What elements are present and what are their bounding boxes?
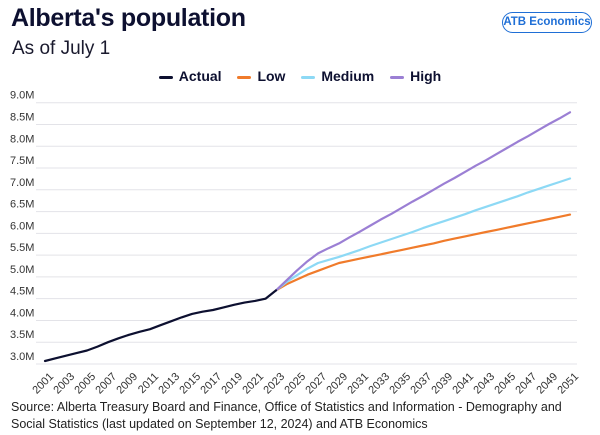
x-tick-label: 2021 (240, 371, 266, 397)
legend-swatch-high (390, 75, 405, 79)
x-tick-label: 2001 (30, 371, 56, 397)
x-tick-label: 2041 (450, 371, 476, 397)
line-chart: 3.0M 3.5M 4.0M 4.5M 5.0M 5.5M 6.0M 6.5M 7.0M 7.5M… (10, 90, 581, 397)
x-tick-label: 2005 (72, 371, 98, 397)
y-tick-label: 8.5M (10, 111, 34, 123)
y-tick-label: 5.5M (10, 242, 34, 254)
source-note: Source: Alberta Treasury Board and Finan… (11, 400, 562, 431)
x-tick-label: 2043 (471, 371, 497, 397)
legend-item-medium[interactable]: Medium (301, 68, 374, 84)
x-tick-label: 2027 (303, 371, 329, 397)
x-tick-label: 2011 (136, 371, 161, 396)
legend-label-actual: Actual (178, 68, 222, 84)
x-tick-label: 2007 (93, 371, 119, 397)
legend-swatch-medium (301, 75, 316, 79)
series-line-low (274, 213, 572, 292)
y-tick-label: 8.0M (10, 133, 34, 145)
legend-swatch-actual (158, 75, 173, 79)
y-tick-label: 4.5M (10, 286, 34, 298)
legend-item-low[interactable]: Low (237, 68, 285, 84)
x-tick-label: 2031 (345, 371, 371, 397)
x-tick-label: 2009 (114, 371, 140, 397)
x-tick-label: 2049 (534, 371, 560, 397)
y-tick-label: 4.0M (10, 307, 34, 319)
x-tick-label: 2003 (51, 371, 77, 397)
y-tick-label: 6.5M (10, 199, 34, 211)
legend-label-low: Low (257, 68, 286, 84)
y-tick-label: 7.5M (10, 155, 34, 167)
x-tick-label: 2023 (261, 371, 287, 397)
x-tick-label: 2037 (408, 371, 434, 397)
series-line-actual (43, 289, 278, 363)
x-tick-label: 2019 (219, 371, 245, 397)
y-tick-label: 3.5M (10, 329, 34, 341)
x-tick-label: 2029 (324, 371, 350, 397)
x-tick-label: 2017 (198, 371, 224, 397)
x-tick-label: 2039 (429, 371, 455, 397)
atb-economics-badge[interactable]: ATB Economics (502, 12, 592, 33)
legend-label-medium: Medium (321, 68, 375, 84)
x-tick-label: 2051 (555, 371, 581, 397)
x-tick-label: 2035 (387, 371, 413, 397)
series-line-high (274, 111, 572, 292)
y-tick-label: 3.0M (10, 351, 34, 363)
legend-item-actual[interactable]: Actual (158, 68, 222, 84)
y-tick-label: 7.0M (10, 177, 34, 189)
x-tick-label: 2015 (177, 371, 203, 397)
y-tick-label: 6.0M (10, 220, 34, 232)
legend: Actual Low Medium High (0, 68, 600, 84)
x-tick-label: 2047 (513, 371, 539, 397)
x-tick-label: 2045 (492, 371, 518, 397)
series-line-medium (274, 177, 572, 292)
legend-label-high: High (410, 68, 442, 84)
x-tick-label: 2033 (366, 371, 392, 397)
chart-subtitle: As of July 1 (12, 38, 111, 59)
x-tick-label: 2013 (156, 371, 182, 397)
y-tick-label: 9.0M (10, 90, 34, 102)
x-tick-label: 2025 (282, 371, 308, 397)
chart-title: Alberta's population (11, 4, 246, 32)
y-tick-label: 5.0M (10, 264, 34, 276)
legend-item-high[interactable]: High (390, 68, 441, 84)
legend-swatch-low (237, 75, 252, 79)
